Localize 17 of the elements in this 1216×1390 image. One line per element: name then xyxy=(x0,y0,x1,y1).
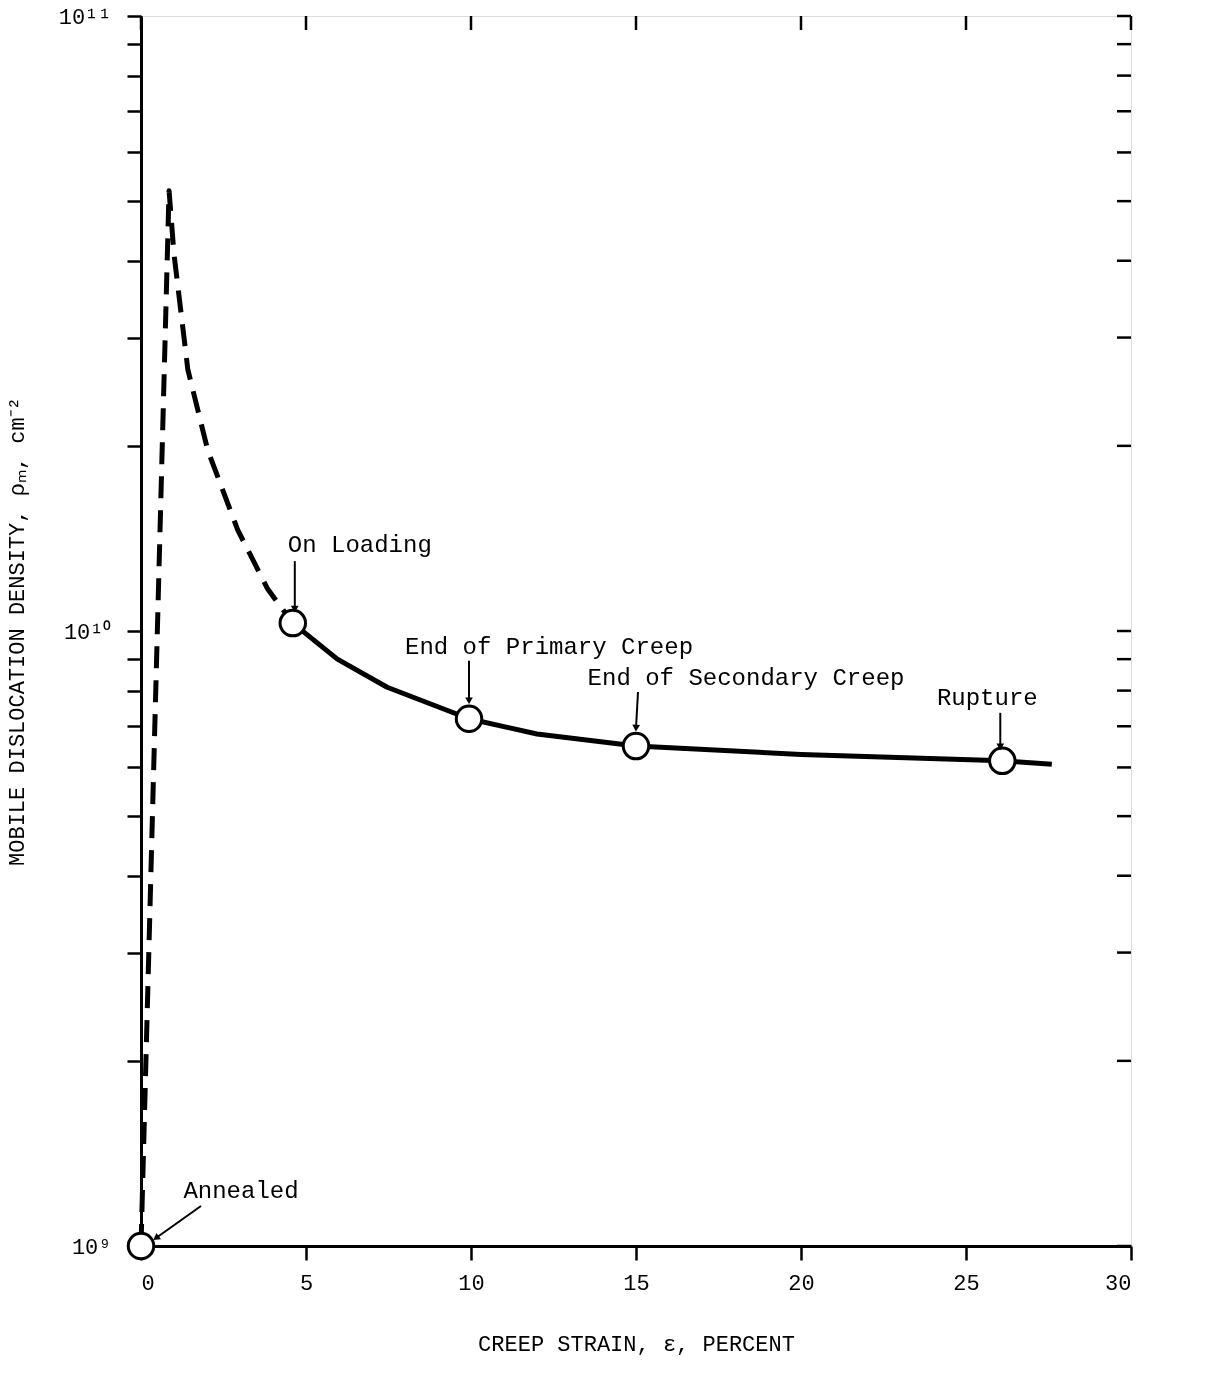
y-tick-label: 10⁹ xyxy=(71,1235,112,1261)
x-tick-label: 30 xyxy=(1105,1271,1132,1297)
x-axis-title: CREEP STRAIN, ε, PERCENT xyxy=(478,1332,795,1358)
x-tick-label: 20 xyxy=(788,1271,815,1297)
x-tick-label: 25 xyxy=(953,1271,980,1297)
annotation: Annealed xyxy=(183,1178,299,1205)
annotation: On Loading xyxy=(287,532,432,560)
x-tick-label: 15 xyxy=(623,1271,650,1297)
y-tick-label: 10¹¹ xyxy=(58,5,112,31)
x-tick-label: 10 xyxy=(458,1271,485,1297)
annotation: End of Primary Creep xyxy=(405,633,694,661)
y-tick-label: 10¹⁰ xyxy=(63,619,112,646)
annotation: End of Secondary Creep xyxy=(587,665,905,693)
x-tick-label: 0 xyxy=(141,1271,155,1297)
y-axis-title: MOBILE DISLOCATION DENSITY, ρₘ, cm⁻² xyxy=(5,397,31,866)
annotation: Rupture xyxy=(936,684,1038,712)
x-tick-label: 5 xyxy=(299,1271,314,1297)
